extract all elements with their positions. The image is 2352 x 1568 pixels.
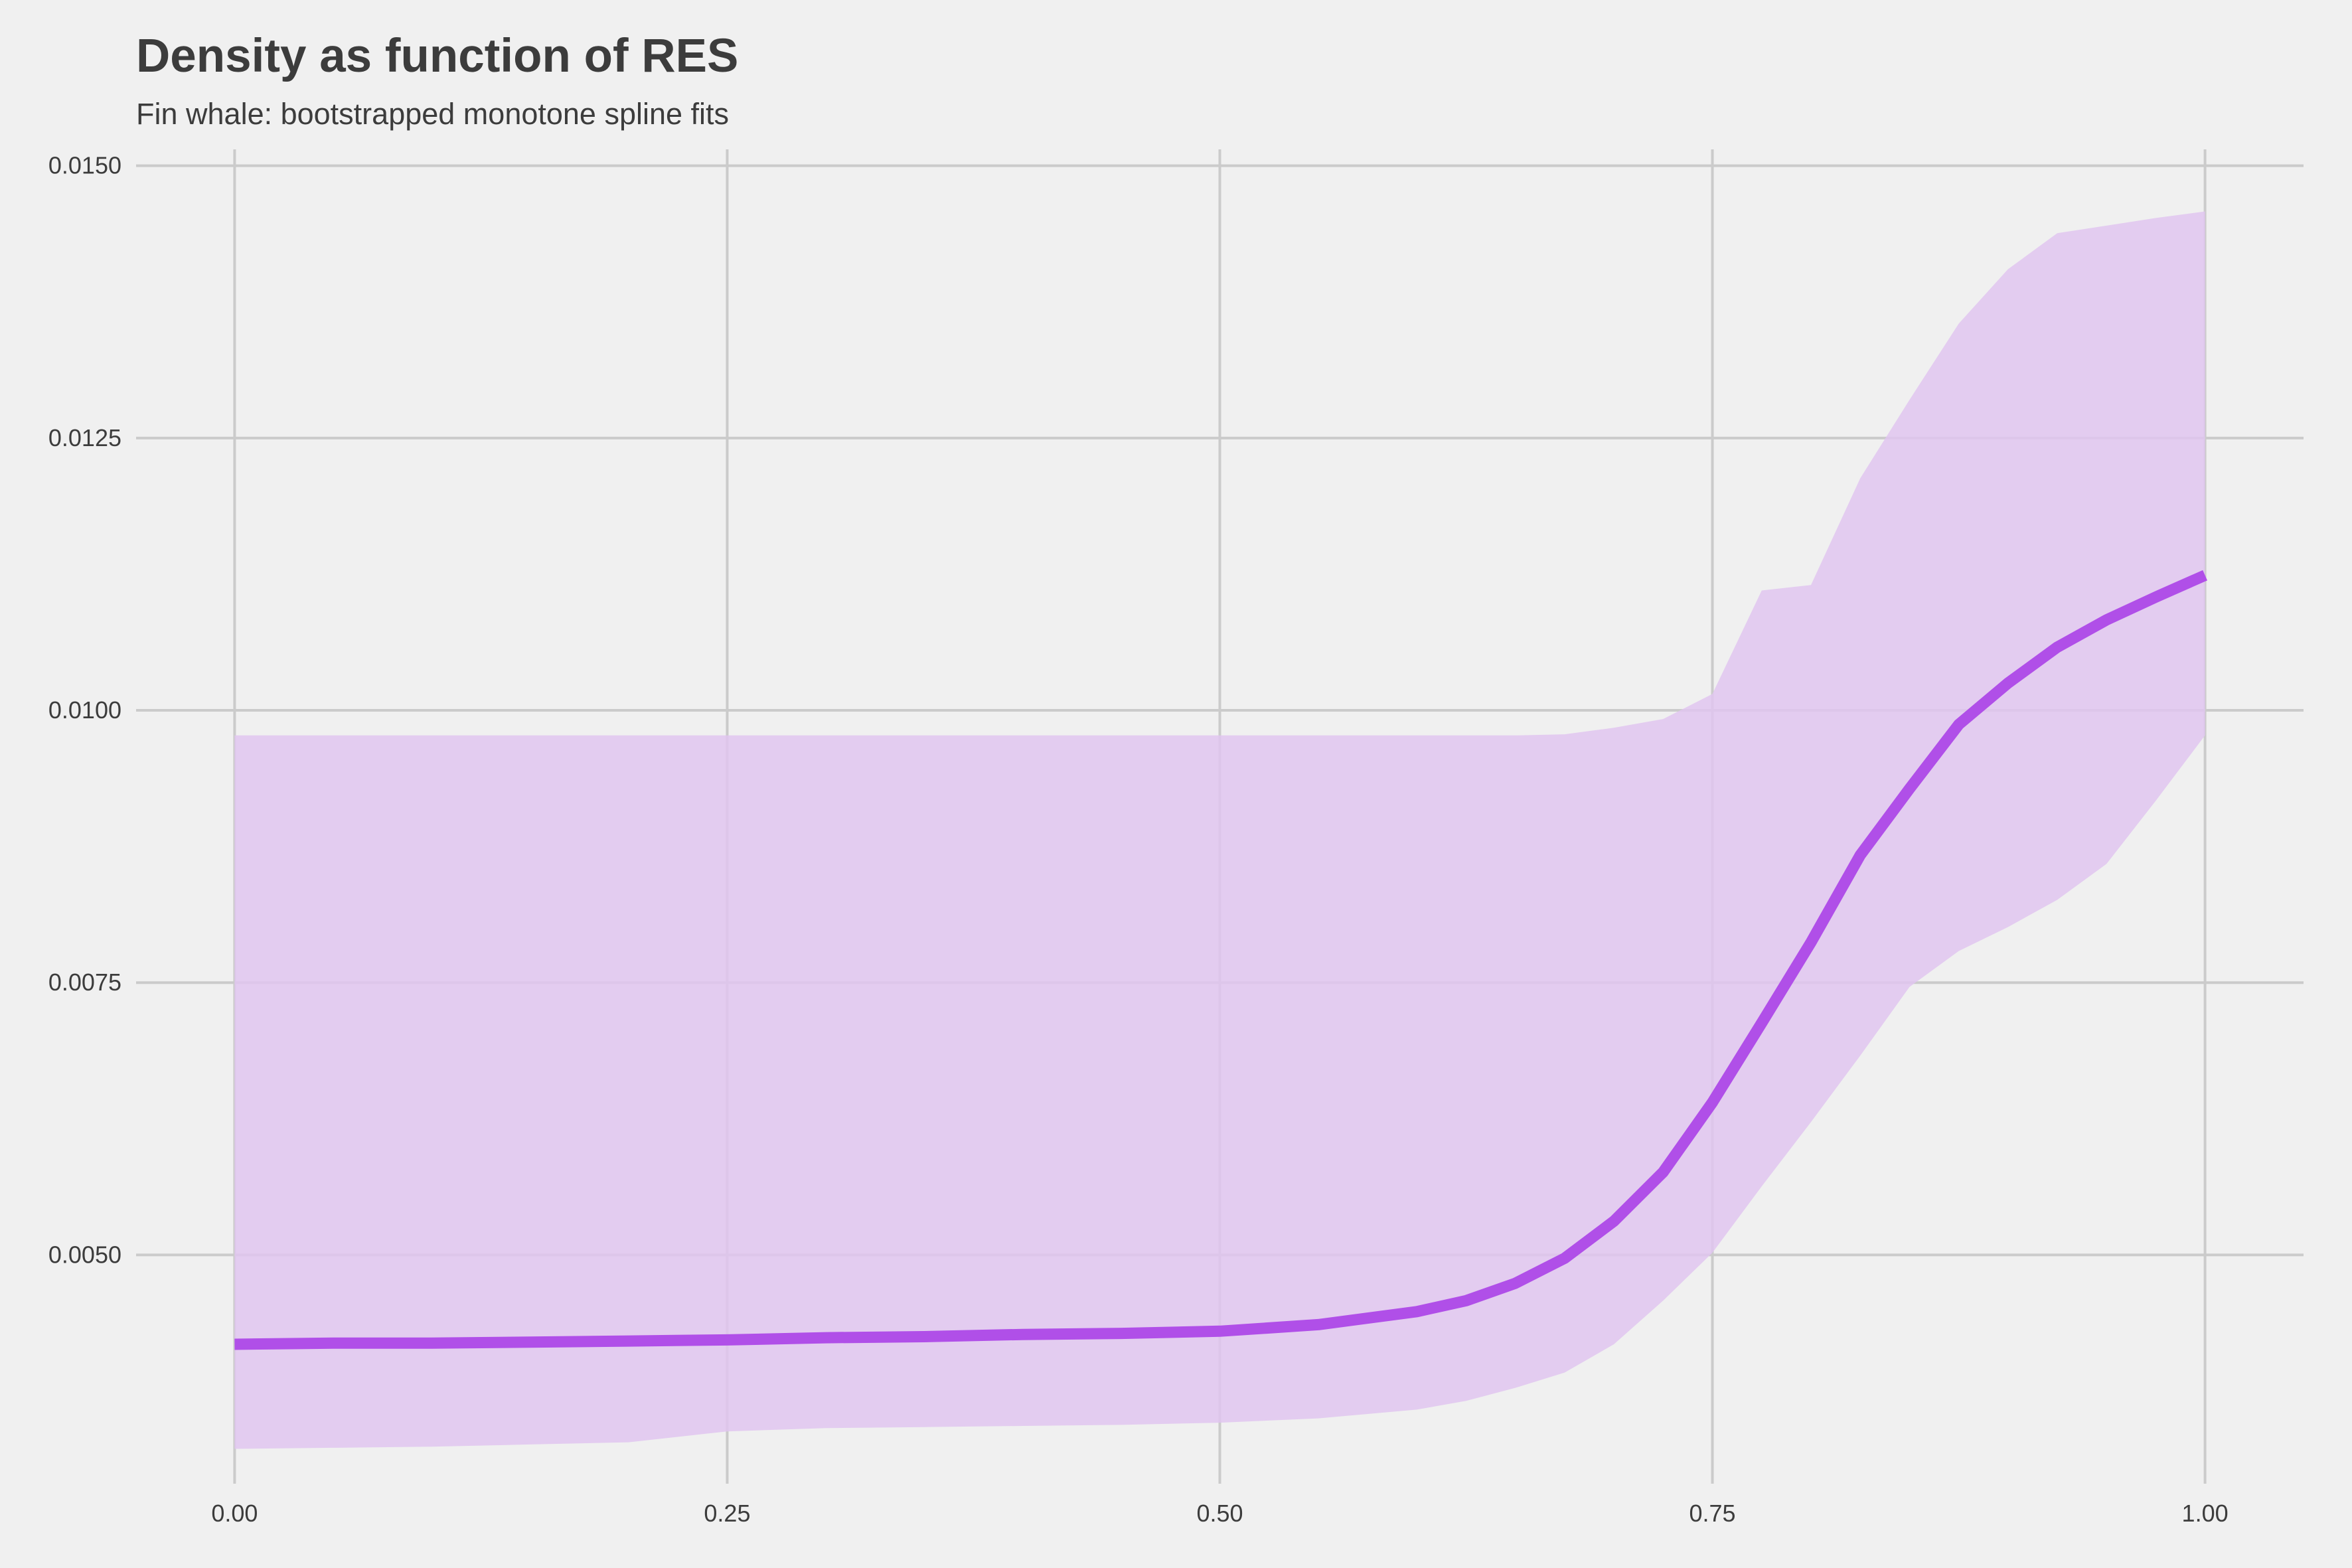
y-tick-label-4: 0.0150 (48, 152, 121, 179)
x-tick-label-2: 0.50 (1196, 1500, 1243, 1527)
y-tick-label-3: 0.0125 (48, 424, 121, 451)
x-tick-label-4: 1.00 (2182, 1500, 2229, 1527)
mean-line (234, 570, 2208, 1350)
chart-title: Density as function of RES (136, 30, 739, 82)
confidence-band-group (234, 211, 2205, 1449)
y-tick-label-1: 0.0075 (48, 969, 121, 996)
mean-line-group (234, 570, 2208, 1350)
x-tick-label-3: 0.75 (1689, 1500, 1736, 1527)
x-tick-label-0: 0.00 (211, 1500, 258, 1527)
y-tick-label-0: 0.0050 (48, 1241, 121, 1268)
tick-labels: 0.0050 0.0075 0.0100 0.0125 0.0150 0.00 0.25 0.… (48, 152, 2229, 1527)
confidence-band (234, 211, 2205, 1449)
x-tick-label-1: 0.25 (704, 1500, 750, 1527)
y-tick-label-2: 0.0100 (48, 696, 121, 724)
chart-subtitle: Fin whale: bootstrapped monotone spline … (136, 97, 730, 131)
